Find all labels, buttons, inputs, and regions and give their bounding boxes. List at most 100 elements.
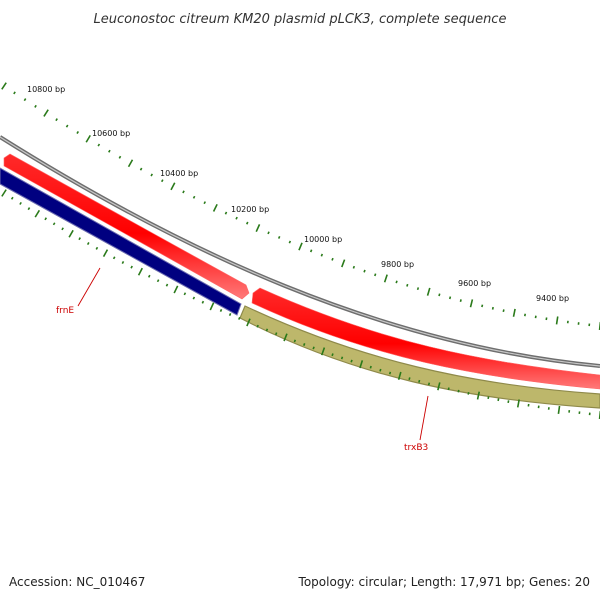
- ruler-tick: [341, 259, 346, 268]
- ruler-tick: [85, 134, 91, 143]
- accession-text: Accession: NC_010467: [9, 575, 145, 589]
- ruler-tick: [1, 189, 7, 197]
- ruler-tick: [502, 309, 505, 313]
- inner-ruler: [1, 189, 600, 420]
- ruler-tick: [274, 332, 278, 336]
- ruler-tick: [350, 359, 353, 363]
- ruler-tick: [34, 104, 37, 108]
- ruler-tick: [147, 274, 151, 278]
- ruler-tick: [469, 299, 474, 308]
- ruler-tick: [267, 231, 270, 235]
- ruler-tick: [68, 229, 74, 238]
- ruler-tick: [481, 304, 484, 308]
- ruler-tick: [183, 292, 187, 296]
- ruler-tick: [427, 382, 431, 386]
- ruler-tick: [19, 201, 22, 205]
- ruler-tick: [228, 313, 232, 316]
- ruler-tick: [78, 237, 81, 241]
- backbone-arc-highlight: [0, 136, 600, 367]
- ruler-tick: [312, 346, 315, 350]
- ruler-tick: [448, 296, 452, 300]
- ruler-tick: [265, 328, 269, 332]
- ruler-tick: [34, 209, 41, 218]
- ruler-tick: [255, 224, 261, 232]
- ruler-tick: [182, 190, 185, 194]
- ruler-tick: [379, 368, 382, 372]
- ruler-tick: [438, 293, 441, 297]
- ruler-tick: [331, 257, 334, 261]
- ruler-tick: [293, 339, 297, 343]
- ruler-tick: [173, 285, 179, 294]
- ruler-tick: [491, 306, 494, 310]
- ruler-tick: [487, 396, 490, 400]
- ruler-tick: [426, 287, 431, 296]
- tick-label-10600: 10600 bp: [92, 129, 130, 138]
- forward-gene-right[interactable]: [251, 287, 600, 390]
- ruler-tick: [467, 391, 470, 395]
- outer-ruler: [1, 82, 600, 331]
- ruler-tick: [397, 371, 402, 380]
- map-title: Leuconostoc citreum KM20 plasmid pLCK3, …: [94, 12, 507, 27]
- ruler-tick: [406, 283, 409, 287]
- ruler-tick: [13, 91, 16, 95]
- ruler-tick: [359, 360, 364, 369]
- ruler-tick: [52, 222, 56, 226]
- gene-trxB3-arrow[interactable]: [239, 305, 600, 409]
- ruler-tick: [238, 317, 241, 320]
- ruler-tick: [86, 242, 90, 246]
- ruler-tick: [476, 391, 481, 400]
- ruler-tick: [516, 399, 520, 408]
- ruler-tick: [201, 300, 205, 304]
- ruler-tick: [156, 279, 160, 283]
- ruler-tick: [165, 283, 169, 287]
- ruler-tick: [235, 216, 238, 220]
- ruler-tick: [555, 316, 559, 325]
- ruler-tick: [76, 131, 80, 134]
- tick-label-10800: 10800 bp: [27, 85, 65, 94]
- ruler-tick: [127, 159, 134, 168]
- ruler-tick: [170, 182, 176, 191]
- forward-gene-left[interactable]: [3, 153, 250, 300]
- ruler-tick: [102, 249, 109, 257]
- ruler-tick: [369, 365, 372, 369]
- ruler-tick: [459, 299, 462, 303]
- ruler-tick: [245, 221, 249, 225]
- ruler-tick: [139, 167, 143, 171]
- ruler-tick: [44, 217, 48, 221]
- tick-label-9400: 9400 bp: [536, 294, 569, 303]
- frnE-leader-line: [77, 267, 101, 307]
- topology-summary: Topology: circular; Length: 17,971 bp; G…: [298, 575, 590, 589]
- ruler-tick: [388, 371, 392, 375]
- ruler-tick: [112, 256, 116, 260]
- ruler-tick: [192, 296, 196, 300]
- ruler-tick: [203, 201, 206, 205]
- tick-label-9600: 9600 bp: [458, 279, 491, 288]
- ruler-tick: [277, 235, 281, 239]
- ruler-tick: [418, 379, 421, 383]
- ruler-tick: [192, 195, 196, 199]
- ruler-tick: [43, 109, 49, 117]
- ruler-tick: [557, 405, 561, 415]
- ruler-tick: [363, 269, 366, 273]
- ruler-tick: [97, 143, 101, 147]
- tick-label-10000: 10000 bp: [304, 235, 342, 244]
- ruler-tick: [27, 207, 31, 211]
- ruler-tick: [331, 353, 334, 357]
- ruler-tick: [150, 173, 153, 177]
- tick-label-10200: 10200 bp: [231, 205, 269, 214]
- tick-label-10400: 10400 bp: [160, 169, 198, 178]
- ruler-tick: [352, 265, 356, 269]
- ruler-tick: [320, 253, 324, 257]
- gene-frnE-arrow[interactable]: [0, 167, 242, 316]
- ruler-tick: [55, 118, 58, 122]
- ruler-tick: [121, 261, 125, 264]
- ruler-tick: [256, 324, 259, 328]
- ruler-tick: [1, 82, 7, 90]
- ruler-tick: [160, 179, 164, 183]
- gene-label-trxB3: trxB3: [404, 443, 428, 453]
- ruler-tick: [209, 302, 215, 311]
- ruler-tick: [416, 287, 420, 291]
- ruler-tick: [108, 149, 111, 153]
- ruler-tick: [10, 196, 14, 200]
- ruler-tick: [130, 265, 133, 269]
